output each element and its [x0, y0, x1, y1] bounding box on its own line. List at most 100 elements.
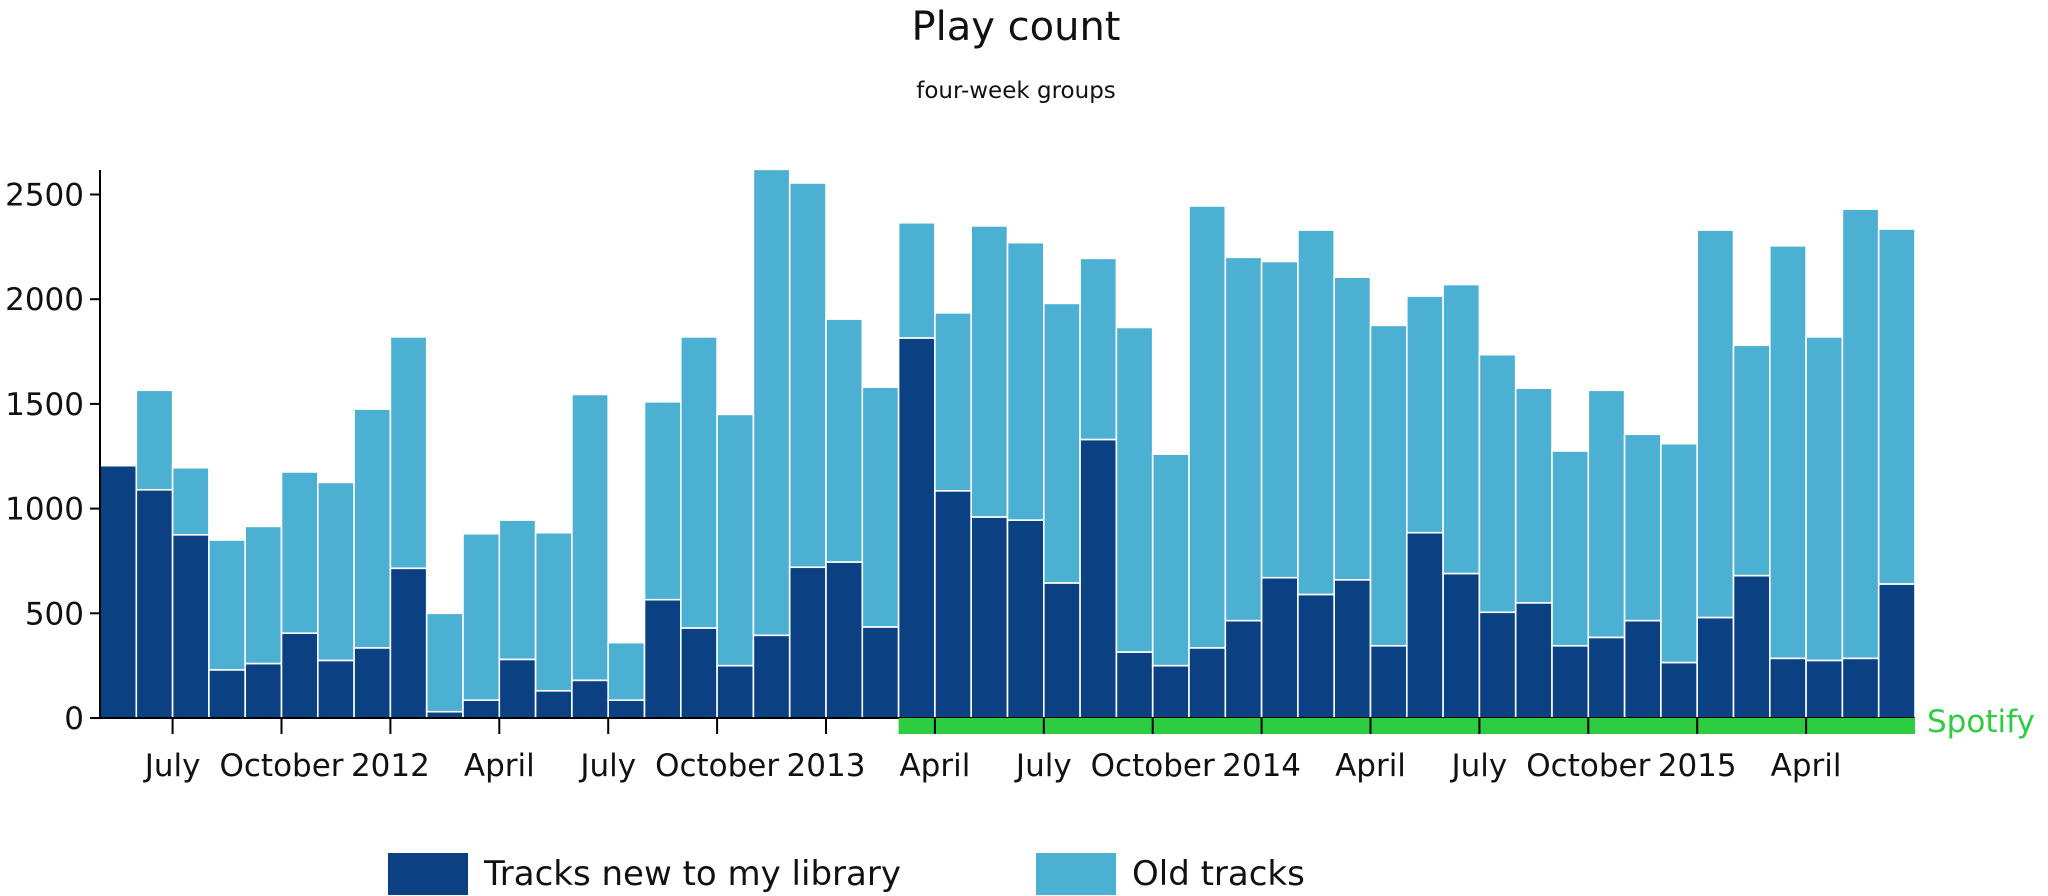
bar-old-tracks: [280, 471, 319, 634]
legend-item-old-tracks: Old tracks: [1036, 852, 1305, 896]
bar-old-tracks: [861, 386, 900, 628]
y-tick-label: 2000: [5, 282, 84, 318]
bar-old-tracks: [171, 466, 210, 536]
bar-old-tracks: [934, 312, 973, 492]
x-tick-label: 2012: [351, 748, 430, 784]
x-tick-label: July: [578, 748, 636, 784]
bar-new-tracks: [498, 658, 537, 719]
bar-old-tracks: [425, 612, 464, 713]
bar-old-tracks: [1623, 433, 1662, 622]
bar-old-tracks: [316, 481, 355, 662]
bar-new-tracks: [1151, 664, 1190, 719]
bar-old-tracks: [1406, 295, 1444, 534]
bar-old-tracks: [1260, 260, 1299, 579]
bar-old-tracks: [607, 641, 646, 702]
bar-old-tracks: [1660, 442, 1699, 664]
bar-old-tracks: [208, 539, 246, 671]
bar-old-tracks: [534, 531, 573, 692]
bar-new-tracks: [1660, 661, 1699, 719]
bar-new-tracks: [1079, 438, 1118, 719]
bar-old-tracks: [643, 401, 682, 601]
bar-old-tracks: [1369, 324, 1408, 647]
bar-old-tracks: [1043, 302, 1081, 584]
bar-old-tracks: [1079, 257, 1118, 441]
y-tick-label: 1000: [5, 492, 84, 528]
bar-old-tracks: [571, 393, 610, 682]
bar-old-tracks: [897, 221, 936, 339]
legend-swatch-old-tracks: [1036, 853, 1116, 895]
bar-old-tracks: [752, 168, 791, 637]
bar-new-tracks: [244, 662, 283, 719]
bar-new-tracks: [1260, 576, 1299, 719]
y-tick-label: 1500: [5, 387, 84, 423]
bar-new-tracks: [1442, 572, 1481, 719]
spotify-period-band: [898, 718, 1915, 734]
bar-new-tracks: [462, 699, 501, 719]
bar-old-tracks: [1151, 453, 1190, 667]
bar-new-tracks: [1732, 574, 1771, 719]
x-tick-label: July: [143, 748, 201, 784]
bar-new-tracks: [280, 632, 319, 719]
bar-old-tracks: [1188, 205, 1227, 649]
bar-new-tracks: [825, 561, 864, 719]
bar-old-tracks: [1514, 387, 1553, 604]
bar-old-tracks: [1006, 241, 1045, 521]
y-tick-label: 2500: [5, 178, 84, 214]
x-tick-label: October: [219, 748, 343, 784]
bar-new-tracks: [970, 516, 1009, 719]
bar-old-tracks: [716, 413, 755, 667]
bar-new-tracks: [1805, 659, 1844, 719]
bar-old-tracks: [1551, 450, 1590, 647]
bar-new-tracks: [389, 567, 428, 719]
x-tick-label: April: [1335, 748, 1406, 784]
bar-new-tracks: [316, 659, 355, 719]
bar-old-tracks: [1333, 276, 1372, 581]
x-tick-label: October: [655, 748, 779, 784]
bar-old-tracks: [1805, 336, 1844, 662]
bar-new-tracks: [934, 490, 973, 719]
bar-new-tracks: [208, 669, 246, 719]
x-tick-label: April: [464, 748, 535, 784]
legend-label-new-tracks: Tracks new to my library: [484, 854, 901, 894]
bar-old-tracks: [970, 225, 1009, 518]
bar-old-tracks: [389, 336, 428, 570]
chart-title: Play count: [911, 4, 1121, 50]
bar-new-tracks: [534, 689, 573, 719]
bar-new-tracks: [788, 566, 827, 719]
bar-new-tracks: [571, 679, 610, 719]
bar-old-tracks: [135, 389, 174, 491]
y-tick-label: 0: [64, 701, 84, 737]
bar-new-tracks: [1406, 531, 1444, 719]
bar-old-tracks: [462, 532, 501, 702]
bar-new-tracks: [1877, 583, 1916, 719]
bar-new-tracks: [679, 627, 718, 719]
bar-new-tracks: [607, 699, 646, 719]
bar-new-tracks: [1514, 602, 1553, 719]
y-tick-label: 500: [25, 596, 84, 632]
x-tick-label: 2015: [1658, 748, 1737, 784]
bar-old-tracks: [498, 519, 537, 661]
x-tick-label: April: [899, 748, 970, 784]
bar-new-tracks: [1369, 644, 1408, 719]
bar-old-tracks: [825, 318, 864, 563]
bar-old-tracks: [1478, 353, 1517, 614]
bar-new-tracks: [1587, 636, 1626, 719]
bar-new-tracks: [1841, 657, 1880, 719]
bar-new-tracks: [1478, 611, 1517, 719]
bar-old-tracks: [1696, 229, 1735, 619]
bar-new-tracks: [716, 664, 755, 719]
legend-swatch-new-tracks: [388, 853, 468, 895]
chart-subtitle: four-week groups: [916, 78, 1116, 104]
bar-old-tracks: [1732, 344, 1771, 577]
bar-new-tracks: [1551, 644, 1590, 719]
x-tick-label: 2014: [1222, 748, 1301, 784]
bar-new-tracks: [99, 464, 138, 719]
x-tick-label: April: [1771, 748, 1842, 784]
bar-new-tracks: [1043, 582, 1081, 719]
bar-new-tracks: [1006, 519, 1045, 719]
bar-new-tracks: [643, 598, 682, 719]
bar-old-tracks: [1224, 256, 1263, 622]
bar-new-tracks: [861, 626, 900, 719]
bar-new-tracks: [1333, 578, 1372, 719]
